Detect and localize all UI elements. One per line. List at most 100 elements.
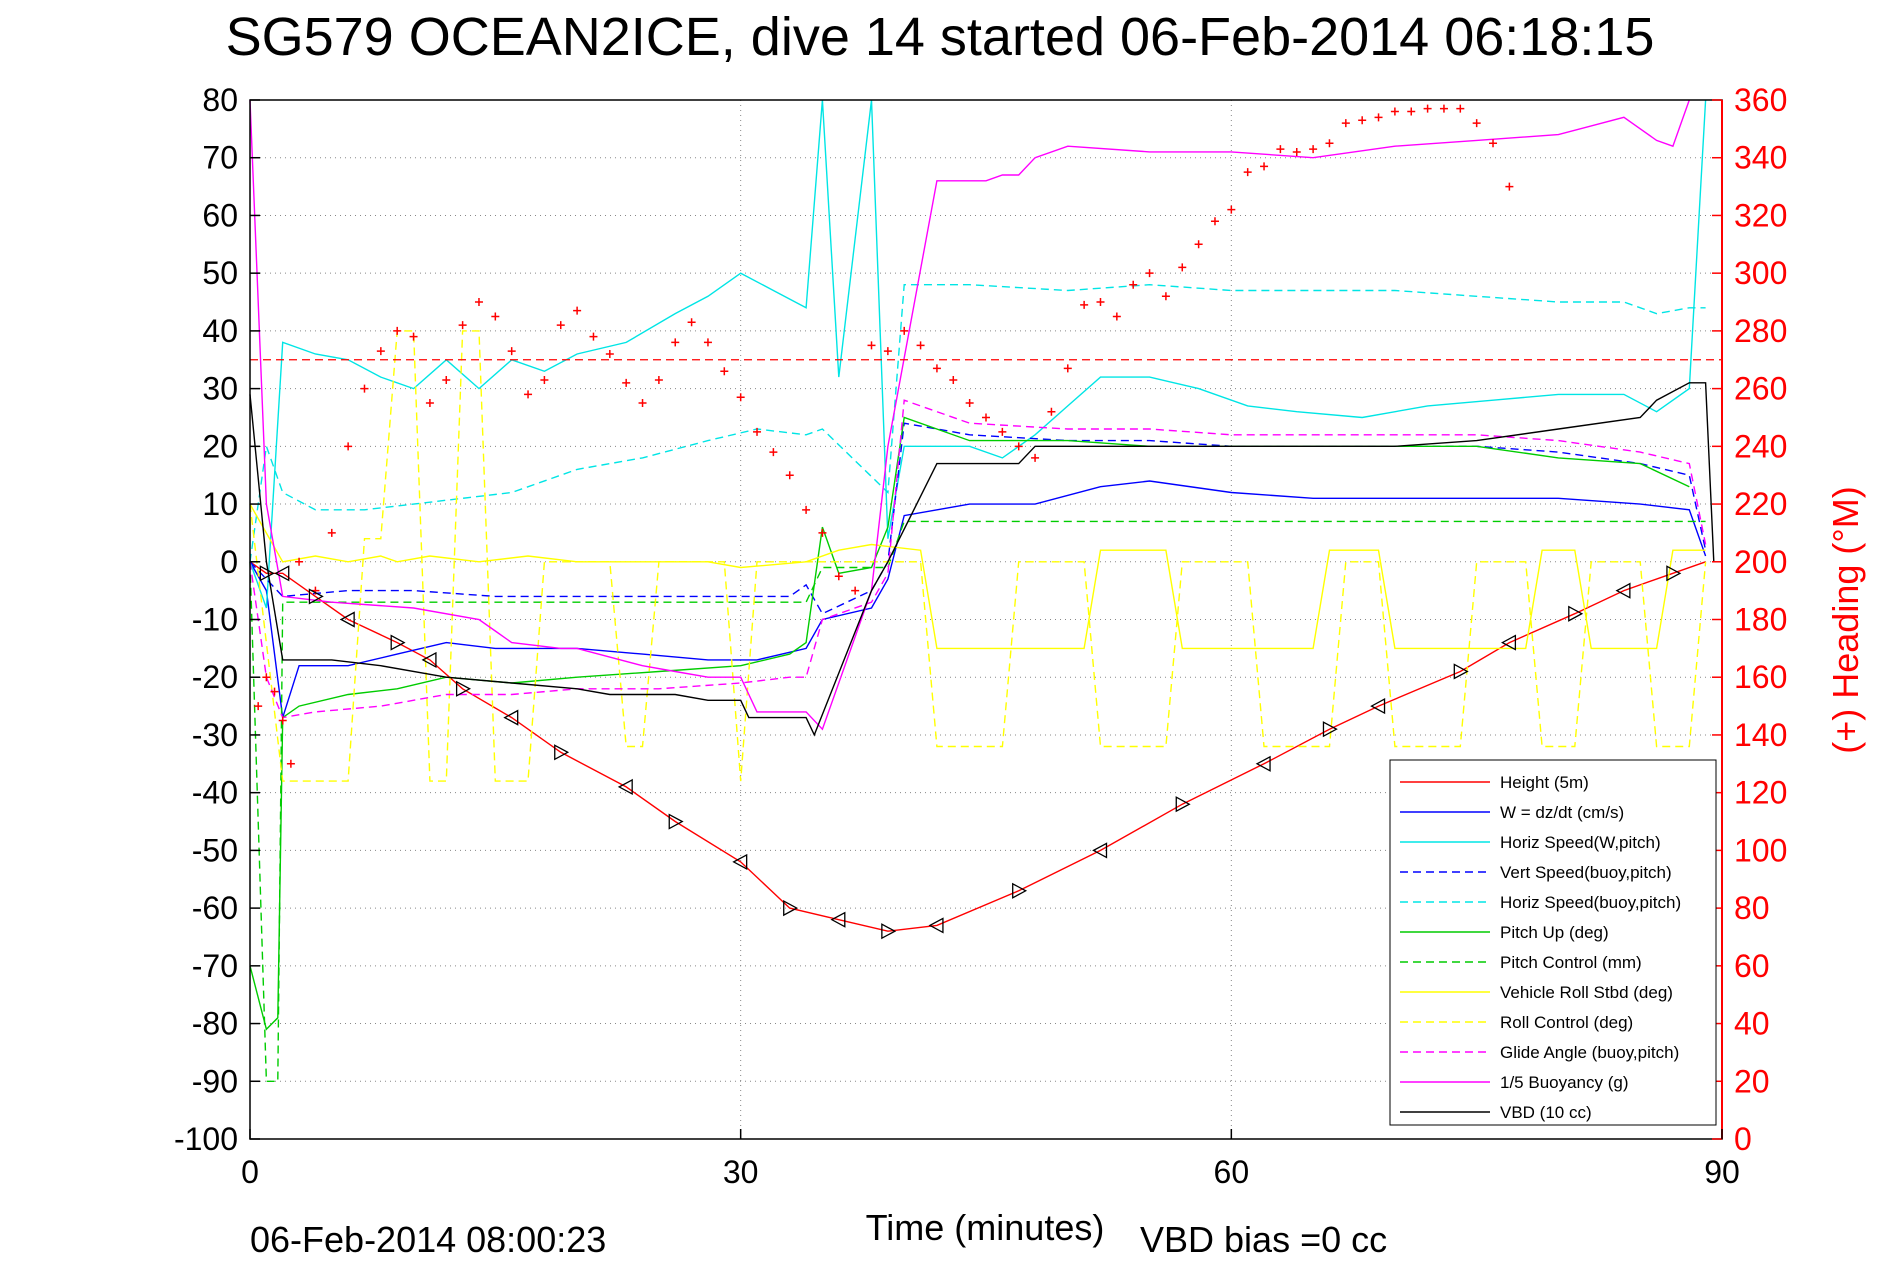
heading-point <box>867 341 876 350</box>
legend-entry: Horiz Speed(buoy,pitch) <box>1500 893 1681 912</box>
y2-tick-label: 280 <box>1734 313 1787 349</box>
heading-point <box>286 759 295 768</box>
depth-marker <box>339 611 355 628</box>
heading-point <box>703 338 712 347</box>
y-tick-label: 80 <box>202 82 238 118</box>
depth-marker <box>274 565 290 582</box>
y2-tick-label: 40 <box>1734 1006 1770 1042</box>
y-tick-label: -40 <box>192 775 238 811</box>
heading-point <box>1325 139 1334 148</box>
y2-tick-label: 120 <box>1734 775 1787 811</box>
heading-point <box>883 347 892 356</box>
x-axis-label: Time (minutes) <box>866 1207 1105 1248</box>
heading-point <box>1031 453 1040 462</box>
y-tick-label: -30 <box>192 717 238 753</box>
depth-marker <box>1255 755 1271 772</box>
legend-entry: VBD (10 cc) <box>1500 1103 1592 1122</box>
x-tick-label: 30 <box>723 1154 759 1190</box>
series-line-7 <box>249 503 1706 650</box>
heading-point <box>409 332 418 341</box>
heading-point <box>1194 240 1203 249</box>
y-tick-label: 70 <box>202 140 238 176</box>
depth-marker <box>455 680 471 697</box>
heading-point <box>1407 107 1416 116</box>
heading-point <box>270 687 279 696</box>
x-tick-label: 90 <box>1704 1154 1740 1190</box>
depth-marker <box>830 911 846 928</box>
heading-point <box>344 442 353 451</box>
heading-point <box>393 326 402 335</box>
heading-point <box>1161 292 1170 301</box>
y-tick-label: -50 <box>192 832 238 868</box>
heading-point <box>1341 119 1350 128</box>
x-tick-label: 60 <box>1214 1154 1250 1190</box>
y-tick-label: 10 <box>202 486 238 522</box>
heading-point <box>900 326 909 335</box>
heading-point <box>1390 107 1399 116</box>
legend-entry: Vehicle Roll Stbd (deg) <box>1500 983 1673 1002</box>
y2-tick-label: 300 <box>1734 255 1787 291</box>
x-tick-label: 0 <box>241 1154 259 1190</box>
heading-point <box>622 378 631 387</box>
series-group <box>249 99 1715 1083</box>
series-line-4 <box>249 283 1706 562</box>
heading-point <box>687 318 696 327</box>
heading-point <box>1472 119 1481 128</box>
depth-marker <box>503 709 519 726</box>
depth-marker <box>1666 565 1682 582</box>
heading-point <box>540 375 549 384</box>
heading-point <box>605 349 614 358</box>
depth-marker <box>783 900 799 917</box>
heading-point <box>556 321 565 330</box>
heading-point <box>524 390 533 399</box>
y-tick-label: -60 <box>192 890 238 926</box>
heading-point <box>1309 145 1318 154</box>
heading-point <box>1276 145 1285 154</box>
depth-marker <box>1370 697 1386 715</box>
y-tick-label: -70 <box>192 948 238 984</box>
depth-marker <box>1453 663 1469 680</box>
heading-point <box>1112 312 1121 321</box>
heading-point <box>638 399 647 408</box>
depth-marker <box>668 813 684 830</box>
y-tick-label: -20 <box>192 659 238 695</box>
series-line-10 <box>249 99 1690 731</box>
y2-tick-label: 20 <box>1734 1063 1770 1099</box>
heading-point <box>1014 442 1023 451</box>
heading-point <box>1178 263 1187 272</box>
heading-point <box>1080 300 1089 309</box>
legend-entry: Height (5m) <box>1500 773 1589 792</box>
heading-point <box>1260 162 1269 171</box>
heading-point <box>834 572 843 581</box>
heading-point <box>1439 104 1448 113</box>
y2-tick-label: 220 <box>1734 486 1787 522</box>
legend-entry: Glide Angle (buoy,pitch) <box>1500 1043 1679 1062</box>
legend-entry: 1/5 Buoyancy (g) <box>1500 1073 1629 1092</box>
heading-point <box>1292 147 1301 156</box>
y2-tick-label: 340 <box>1734 140 1787 176</box>
heading-point <box>932 364 941 373</box>
heading-point <box>1243 168 1252 177</box>
heading-point <box>802 505 811 514</box>
depth-marker <box>1175 796 1191 813</box>
heading-point <box>949 375 958 384</box>
heading-point <box>1374 113 1383 122</box>
heading-point <box>589 332 598 341</box>
y-tick-label: -90 <box>192 1063 238 1099</box>
series-line-9 <box>249 399 1707 719</box>
heading-point <box>573 306 582 315</box>
depth-marker <box>421 651 437 668</box>
heading-point <box>851 586 860 595</box>
y2-tick-label: 180 <box>1734 602 1787 638</box>
series-line-1 <box>249 480 1707 718</box>
y-tick-label: -100 <box>174 1121 238 1157</box>
heading-point <box>474 298 483 307</box>
heading-point <box>654 375 663 384</box>
series-line-2 <box>249 99 1707 609</box>
heading-point <box>327 528 336 537</box>
y2-tick-label: 360 <box>1734 82 1787 118</box>
heading-point <box>736 393 745 402</box>
footer-vbd-bias: VBD bias =0 cc <box>1140 1219 1387 1260</box>
heading-point <box>1456 104 1465 113</box>
depth-marker <box>732 853 748 871</box>
